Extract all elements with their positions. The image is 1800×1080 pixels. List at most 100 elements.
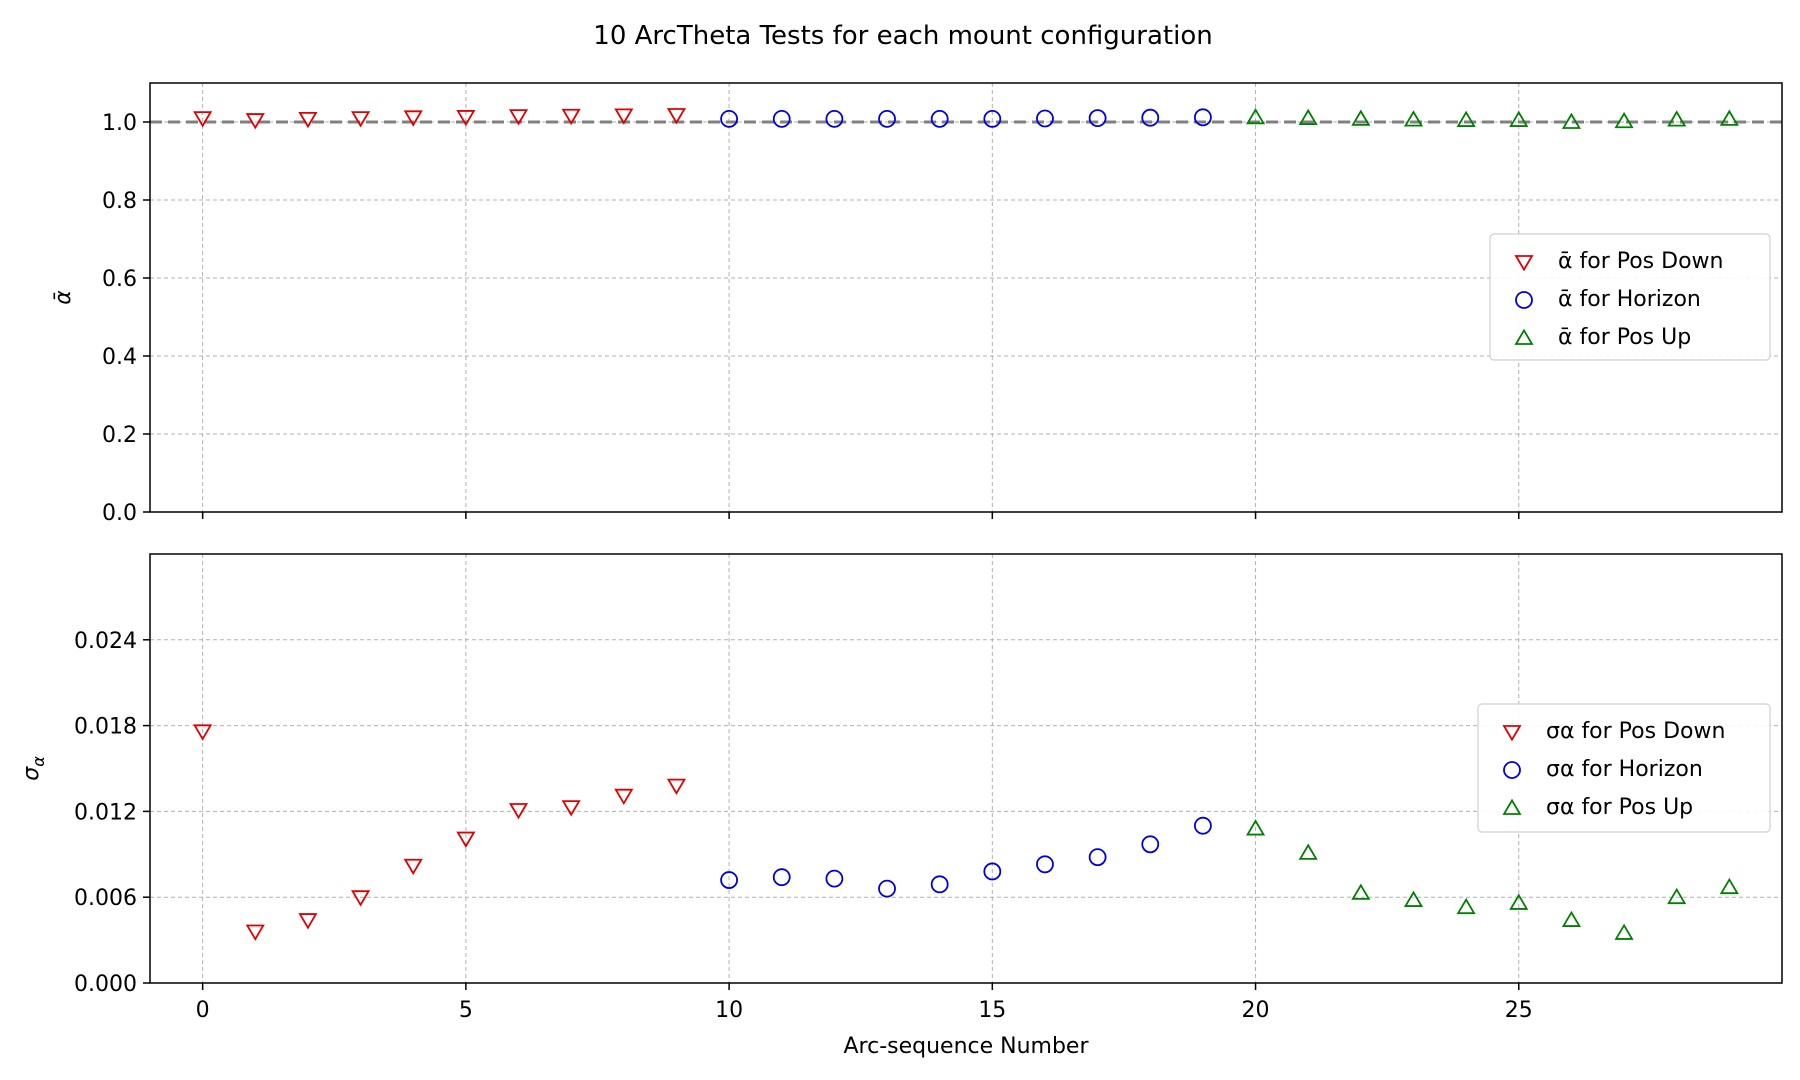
data-point [351,890,371,907]
data-point [666,108,687,125]
data-point [1719,877,1739,895]
data-point [1245,819,1266,836]
y-tick-label: 0.0 [102,501,137,526]
x-tick-label: 25 [1505,998,1533,1023]
data-point [720,109,738,128]
plot-frame [149,553,1783,984]
x-tick-label: 5 [459,998,473,1023]
data-point [1667,110,1687,127]
data-point [983,109,1002,128]
y-tick-label: 0.8 [102,189,137,214]
data-point [1509,110,1529,127]
x-axis-label: Arc-sequence Number [843,1034,1089,1059]
legend-entry: σα for Pos Up [1546,795,1693,820]
data-point [298,111,318,129]
data-point [245,113,265,130]
y-tick-label: 0.4 [102,345,137,370]
data-point [1456,897,1476,915]
data-point [772,109,791,128]
data-point [456,831,476,848]
data-point [666,778,687,796]
figure-title: 10 ArcTheta Tests for each mount configu… [593,21,1212,51]
data-point [1141,835,1160,854]
x-tick-label: 15 [978,998,1006,1023]
legend-entry: σα for Horizon [1546,757,1703,782]
data-point [1088,109,1107,127]
data-point [1403,110,1424,127]
y-tick-label: 0.012 [74,800,137,825]
data-point [1561,112,1581,129]
data-point [614,788,634,806]
data-point [1561,910,1581,927]
data-point [1403,890,1424,907]
data-point [351,111,371,128]
legend-box [1477,703,1771,833]
data-point [1036,109,1054,128]
y-tick-label: 0.6 [102,267,137,292]
data-point [1036,855,1054,874]
legend-marker [1502,798,1522,815]
legend-box [1489,233,1771,361]
data-point [456,110,476,127]
data-point [1194,816,1212,835]
plot-frame [149,82,1783,513]
data-point [1667,887,1687,905]
y-tick-label: 0.018 [74,715,137,740]
data-point [193,111,213,128]
legend-marker [1514,255,1534,272]
data-point [193,724,213,741]
data-point [1141,108,1160,127]
data-point [825,869,844,888]
y-tick-label: 0.000 [74,972,137,997]
y-tick-label: 0.006 [74,886,137,911]
legend-entry: ᾱ for Pos Up [1558,325,1691,350]
data-point [825,109,844,128]
legend-entry: ᾱ for Horizon [1558,287,1701,312]
data-point [930,109,949,128]
y-axis-label: σα [19,756,48,781]
y-tick-label: 0.2 [102,423,137,448]
legend-marker [1515,291,1533,309]
legend-marker [1514,328,1534,345]
y-tick-label: 1.0 [102,111,137,136]
data-point [878,109,896,128]
data-point [1351,883,1371,900]
legend-marker [1503,761,1521,779]
data-point [1614,923,1634,940]
data-point [508,109,529,126]
data-point [561,108,581,126]
x-tick-label: 0 [196,998,210,1023]
data-point [561,800,581,817]
data-point [930,875,949,894]
legend: ᾱ for Pos Down ᾱ for Horizon ᾱ for Pos Up [1489,233,1771,361]
y-tick-label: 0.024 [74,629,137,654]
data-point [1298,843,1318,860]
legend-entry: σα for Pos Down [1546,719,1725,744]
data-point [245,924,265,941]
data-point [1509,893,1529,910]
data-point [403,110,423,127]
top-panel: 0.0 0.2 0.4 0.6 0.8 1.0 ᾱ ᾱ for Pos Down ᾱ for H… [51,82,1783,526]
data-point [1614,111,1634,129]
data-point [298,913,318,930]
x-tick-label: 10 [715,998,743,1023]
data-point [614,108,634,125]
data-point [1088,848,1107,867]
data-point [403,858,423,876]
legend-entry: ᾱ for Pos Down [1558,249,1723,274]
data-point [878,879,896,898]
data-point [1351,109,1371,126]
data-point [772,868,791,887]
data-point [508,803,529,820]
y-axis-label: ᾱ [51,290,76,305]
bottom-panel: 0.000 0.006 0.012 0.018 0.024 0 5 10 15 20 25 σα σα … [19,553,1783,1023]
data-point [1456,110,1476,127]
data-point [1245,107,1266,125]
legend: σα for Pos Down σα for Horizon σα for Pos … [1477,703,1771,833]
data-point [983,862,1002,881]
x-tick-label: 20 [1242,998,1270,1023]
data-point [720,871,738,889]
data-point [1298,108,1318,125]
